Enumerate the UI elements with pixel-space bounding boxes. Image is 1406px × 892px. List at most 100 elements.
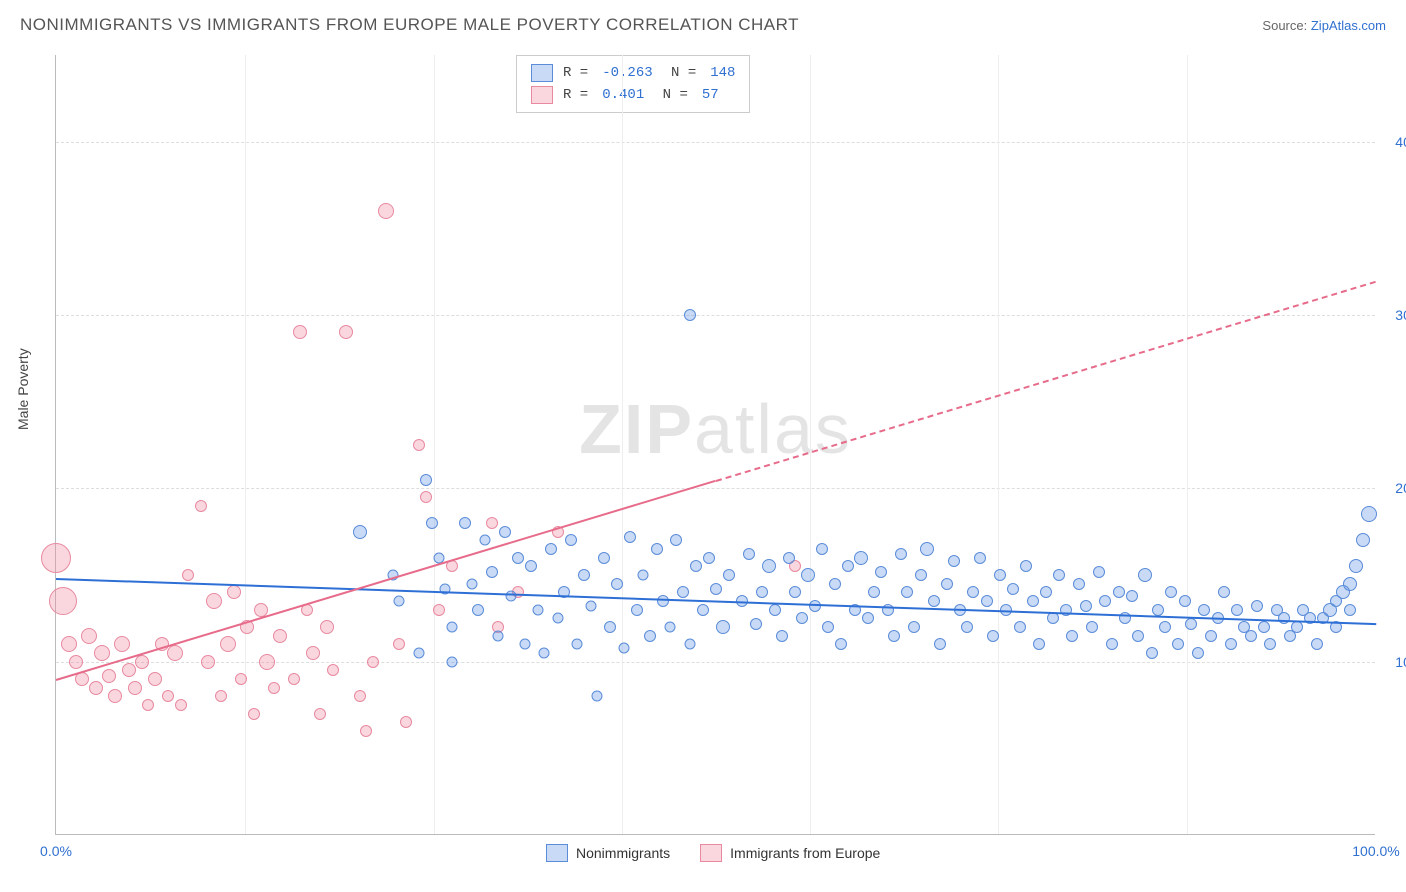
data-point <box>1014 621 1026 633</box>
data-point <box>842 560 854 572</box>
data-point <box>1113 586 1125 598</box>
data-point <box>697 604 709 616</box>
data-point <box>195 500 207 512</box>
data-point <box>1080 600 1092 612</box>
data-point <box>49 587 77 615</box>
data-point <box>769 604 781 616</box>
data-point <box>1349 559 1363 573</box>
data-point <box>1172 638 1184 650</box>
data-point <box>710 583 722 595</box>
data-point <box>1138 568 1152 582</box>
y-tick-label: 10.0% <box>1380 654 1406 670</box>
data-point <box>459 517 471 529</box>
data-point <box>1251 600 1263 612</box>
data-point <box>816 543 828 555</box>
data-point <box>426 517 438 529</box>
data-point <box>378 203 394 219</box>
data-point <box>293 325 307 339</box>
data-point <box>539 648 550 659</box>
source-label: Source: ZipAtlas.com <box>1262 18 1386 33</box>
data-point <box>743 548 755 560</box>
data-point <box>948 555 960 567</box>
trend-line <box>716 280 1377 481</box>
data-point <box>829 578 841 590</box>
source-link[interactable]: ZipAtlas.com <box>1311 18 1386 33</box>
data-point <box>201 655 215 669</box>
data-point <box>1258 621 1270 633</box>
data-point <box>314 708 326 720</box>
y-tick-label: 30.0% <box>1380 307 1406 323</box>
data-point <box>94 645 110 661</box>
data-point <box>981 595 993 607</box>
data-point <box>1264 638 1276 650</box>
data-point <box>1361 506 1377 522</box>
data-point <box>994 569 1006 581</box>
data-point <box>1132 630 1144 642</box>
data-point <box>716 620 730 634</box>
data-point <box>1205 630 1217 642</box>
data-point <box>466 578 477 589</box>
data-point <box>182 569 194 581</box>
data-point <box>572 639 583 650</box>
data-point <box>306 646 320 660</box>
data-point <box>1099 595 1111 607</box>
data-point <box>835 638 847 650</box>
data-point <box>1027 595 1039 607</box>
data-point <box>545 543 557 555</box>
data-point <box>1192 647 1204 659</box>
data-point <box>1126 590 1138 602</box>
legend-swatch-pink-icon <box>700 844 722 862</box>
data-point <box>1040 586 1052 598</box>
data-point <box>1179 595 1191 607</box>
data-point <box>967 586 979 598</box>
data-point <box>1007 583 1019 595</box>
data-point <box>631 604 643 616</box>
data-point <box>657 595 669 607</box>
data-point <box>1311 638 1323 650</box>
data-point <box>756 586 768 598</box>
stats-legend: R =-0.263 N =148 R =0.401 N =57 <box>516 55 750 113</box>
data-point <box>413 439 425 451</box>
legend-label-blue: Nonimmigrants <box>576 845 670 861</box>
data-point <box>578 569 590 581</box>
x-tick-label: 100.0% <box>1352 843 1399 859</box>
data-point <box>354 690 366 702</box>
data-point <box>677 586 689 598</box>
y-axis-label: Male Poverty <box>15 348 31 430</box>
data-point <box>259 654 275 670</box>
data-point <box>961 621 973 633</box>
data-point <box>801 568 815 582</box>
data-point <box>684 309 696 321</box>
data-point <box>776 630 788 642</box>
data-point <box>1159 621 1171 633</box>
data-point <box>1146 647 1158 659</box>
data-point <box>506 590 517 601</box>
data-point <box>651 543 663 555</box>
data-point <box>723 569 735 581</box>
legend-swatch-blue <box>531 64 553 82</box>
data-point <box>447 656 458 667</box>
series-legend: Nonimmigrants Immigrants from Europe <box>546 844 880 862</box>
data-point <box>670 534 682 546</box>
data-point <box>1231 604 1243 616</box>
data-point <box>1066 630 1078 642</box>
data-point <box>135 655 149 669</box>
data-point <box>1245 630 1257 642</box>
data-point <box>915 569 927 581</box>
data-point <box>1356 533 1370 547</box>
data-point <box>227 585 241 599</box>
data-point <box>644 630 656 642</box>
data-point <box>762 559 776 573</box>
data-point <box>1218 586 1230 598</box>
data-point <box>525 560 537 572</box>
data-point <box>1086 621 1098 633</box>
y-tick-label: 20.0% <box>1380 480 1406 496</box>
data-point <box>1291 621 1303 633</box>
data-point <box>414 648 425 659</box>
data-point <box>420 474 432 486</box>
data-point <box>1106 638 1118 650</box>
data-point <box>360 725 372 737</box>
scatter-plot: ZIPatlas R =-0.263 N =148 R =0.401 N =57… <box>55 55 1375 835</box>
data-point <box>215 690 227 702</box>
x-tick-label: 0.0% <box>40 843 72 859</box>
